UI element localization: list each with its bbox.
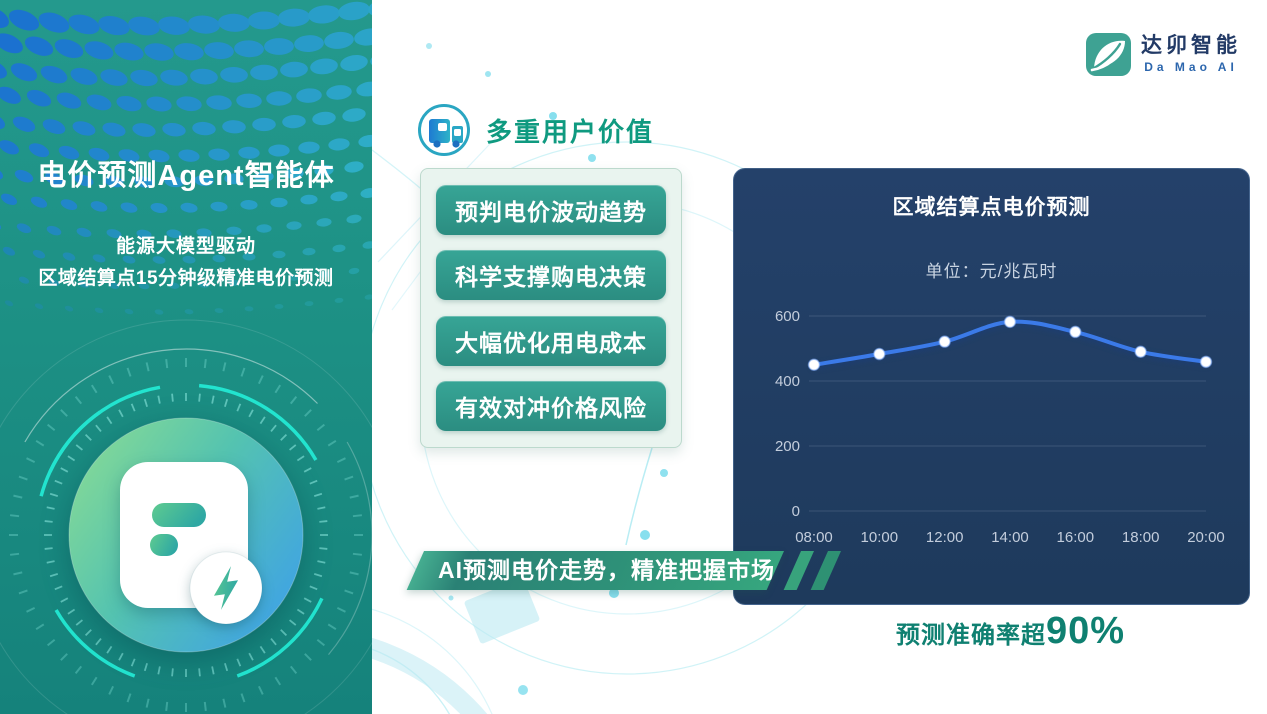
value-button-4[interactable]: 有效对冲价格风险 [436, 380, 666, 431]
tagline-text: AI预测电价走势，精准把握市场 [438, 557, 775, 583]
accuracy-value: 90% [1045, 610, 1126, 652]
line-chart: 0 200 400 600 08:00 10:00 12:00 14:00 16:00 18:00… [775, 308, 1225, 546]
halftone-and-dial-art [0, 0, 372, 714]
value-button-1[interactable]: 预判电价波动趋势 [436, 185, 666, 235]
x-axis-label: 20:00 [1187, 529, 1225, 546]
value-button-3[interactable]: 大幅优化用电成本 [436, 315, 666, 366]
chart-title: 区域结算点电价预测 [892, 196, 1091, 219]
chart-point [1003, 315, 1017, 329]
value-button-2[interactable]: 科学支撑购电决策 [436, 250, 666, 301]
y-axis-label: 0 [792, 503, 800, 520]
x-axis-label: 12:00 [926, 529, 964, 546]
leaf-icon [1086, 33, 1131, 76]
brand-logo-text: 达卯智能 Da Mao AI [1141, 33, 1241, 76]
left-panel: 电价预测Agent智能体 能源大模型驱动 区域结算点15分钟级精准电价预测 [0, 0, 372, 714]
tagline-banner: AI预测电价走势，精准把握市场 [406, 551, 784, 590]
accuracy-statement: 预测准确率超 90% [752, 610, 1267, 658]
x-axis-label: 08:00 [795, 529, 833, 546]
x-axis-label: 18:00 [1122, 529, 1160, 546]
chart-unit-label: 单位：元/兆瓦时 [925, 262, 1058, 281]
x-axis-label: 10:00 [861, 529, 899, 546]
truck-icon [418, 104, 470, 156]
chart-point [1134, 345, 1147, 358]
chart-point [873, 347, 886, 361]
halftone-pattern [0, 0, 372, 315]
x-axis-label: 14:00 [991, 529, 1029, 546]
chart-point [938, 335, 951, 348]
brand-name-cn: 达卯智能 [1141, 34, 1241, 57]
page-subtitle-2: 区域结算点15分钟级精准电价预测 [38, 268, 334, 289]
value-buttons-card: 预判电价波动趋势 科学支撑购电决策 大幅优化用电成本 有效对冲价格风险 [420, 168, 682, 448]
document-lightning-icon [68, 417, 304, 653]
price-forecast-chart-card: 区域结算点电价预测 单位：元/兆瓦时 0 200 400 600 08:00 10:00 1… [733, 168, 1250, 605]
chart-point [807, 358, 821, 371]
x-axis-label: 16:00 [1057, 529, 1095, 546]
chart-point [1069, 325, 1082, 339]
chart-point [1199, 355, 1213, 369]
y-axis-label: 600 [775, 308, 800, 325]
y-axis-label: 400 [775, 373, 800, 390]
brand-name-en: Da Mao AI [1144, 60, 1238, 74]
y-axis-label: 200 [775, 438, 800, 455]
value-section-title: 多重用户价值 [486, 116, 655, 147]
brand-logo: 达卯智能 Da Mao AI [1086, 33, 1241, 76]
value-section-heading: 多重用户价值 [418, 104, 654, 156]
page-title: 电价预测Agent智能体 [37, 160, 335, 192]
accuracy-prefix: 预测准确率超 [895, 622, 1046, 649]
page-subtitle-1: 能源大模型驱动 [115, 236, 256, 257]
